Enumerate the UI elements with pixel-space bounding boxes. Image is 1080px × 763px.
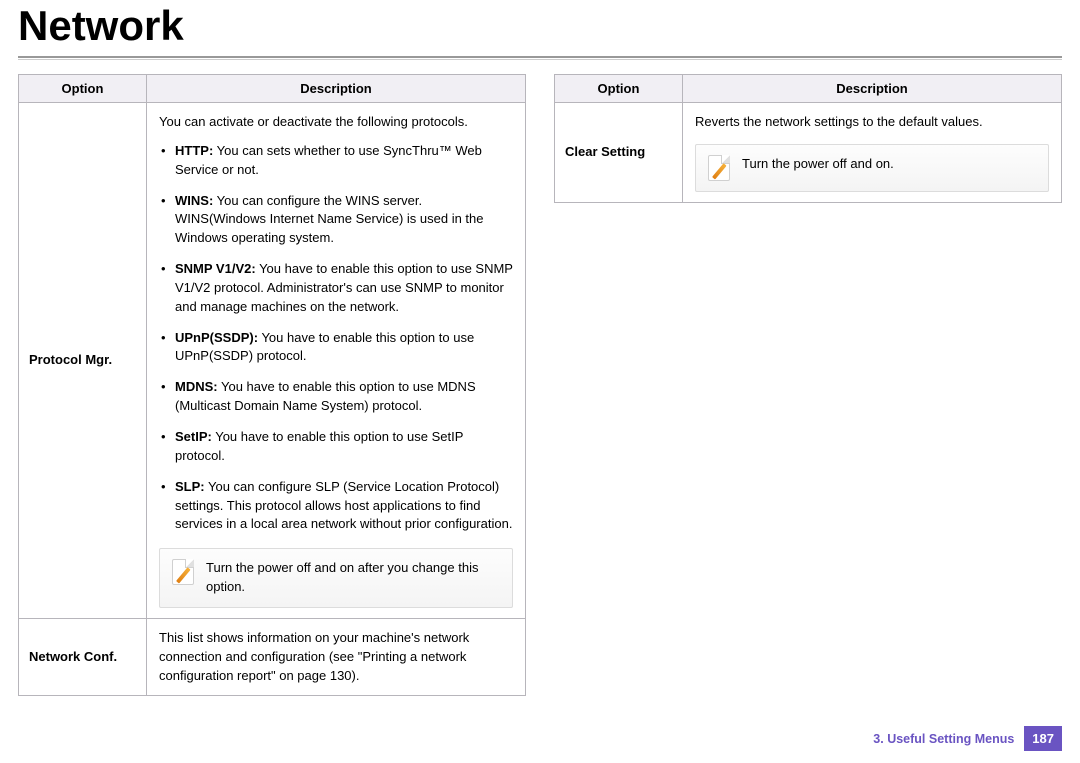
col-header-description: Description	[147, 75, 526, 103]
protocol-text: You have to enable this option to use MD…	[175, 379, 476, 413]
list-item: UPnP(SSDP): You have to enable this opti…	[159, 329, 513, 367]
protocol-intro: You can activate or deactivate the follo…	[159, 113, 513, 132]
clear-setting-text: Reverts the network settings to the defa…	[695, 113, 1049, 132]
list-item: SetIP: You have to enable this option to…	[159, 428, 513, 466]
description-clear-setting: Reverts the network settings to the defa…	[683, 103, 1062, 203]
protocol-text: You can configure the WINS server. WINS(…	[175, 193, 484, 246]
col-header-option: Option	[555, 75, 683, 103]
option-label-network-conf: Network Conf.	[19, 618, 147, 696]
option-label-protocol-mgr: Protocol Mgr.	[19, 103, 147, 619]
page-number: 187	[1024, 726, 1062, 751]
table-row: Protocol Mgr. You can activate or deacti…	[19, 103, 526, 619]
table-row: Clear Setting Reverts the network settin…	[555, 103, 1062, 203]
protocol-name: SLP:	[175, 479, 205, 494]
protocol-name: SetIP:	[175, 429, 212, 444]
col-header-description: Description	[683, 75, 1062, 103]
protocol-name: HTTP:	[175, 143, 213, 158]
note-icon	[708, 155, 730, 181]
list-item: HTTP: You can sets whether to use SyncTh…	[159, 142, 513, 180]
list-item: MDNS: You have to enable this option to …	[159, 378, 513, 416]
divider-top	[18, 56, 1062, 58]
note-text: Turn the power off and on.	[742, 155, 894, 174]
description-protocol-mgr: You can activate or deactivate the follo…	[147, 103, 526, 619]
options-table-right: Option Description Clear Setting Reverts…	[554, 74, 1062, 203]
list-item: WINS: You can configure the WINS server.…	[159, 192, 513, 249]
table-row: Network Conf. This list shows informatio…	[19, 618, 526, 696]
options-table-left: Option Description Protocol Mgr. You can…	[18, 74, 526, 696]
note-text: Turn the power off and on after you chan…	[206, 559, 500, 597]
note-icon	[172, 559, 194, 585]
page-footer: 3. Useful Setting Menus 187	[873, 726, 1062, 751]
protocol-name: MDNS:	[175, 379, 218, 394]
col-header-option: Option	[19, 75, 147, 103]
note-box: Turn the power off and on.	[695, 144, 1049, 192]
left-column: Option Description Protocol Mgr. You can…	[18, 74, 526, 696]
page-title: Network	[0, 0, 1080, 56]
note-box: Turn the power off and on after you chan…	[159, 548, 513, 608]
protocol-text: You can configure SLP (Service Location …	[175, 479, 512, 532]
list-item: SNMP V1/V2: You have to enable this opti…	[159, 260, 513, 317]
protocol-list: HTTP: You can sets whether to use SyncTh…	[159, 142, 513, 534]
divider-bottom	[18, 59, 1062, 60]
network-conf-text: This list shows information on your mach…	[159, 629, 513, 686]
description-network-conf: This list shows information on your mach…	[147, 618, 526, 696]
content-columns: Option Description Protocol Mgr. You can…	[0, 74, 1080, 696]
right-column: Option Description Clear Setting Reverts…	[554, 74, 1062, 696]
protocol-text: You have to enable this option to use Se…	[175, 429, 463, 463]
list-item: SLP: You can configure SLP (Service Loca…	[159, 478, 513, 535]
option-label-clear-setting: Clear Setting	[555, 103, 683, 203]
chapter-label: 3. Useful Setting Menus	[873, 732, 1014, 746]
protocol-text: You can sets whether to use SyncThru™ We…	[175, 143, 482, 177]
protocol-name: SNMP V1/V2:	[175, 261, 256, 276]
protocol-name: UPnP(SSDP):	[175, 330, 258, 345]
protocol-name: WINS:	[175, 193, 213, 208]
